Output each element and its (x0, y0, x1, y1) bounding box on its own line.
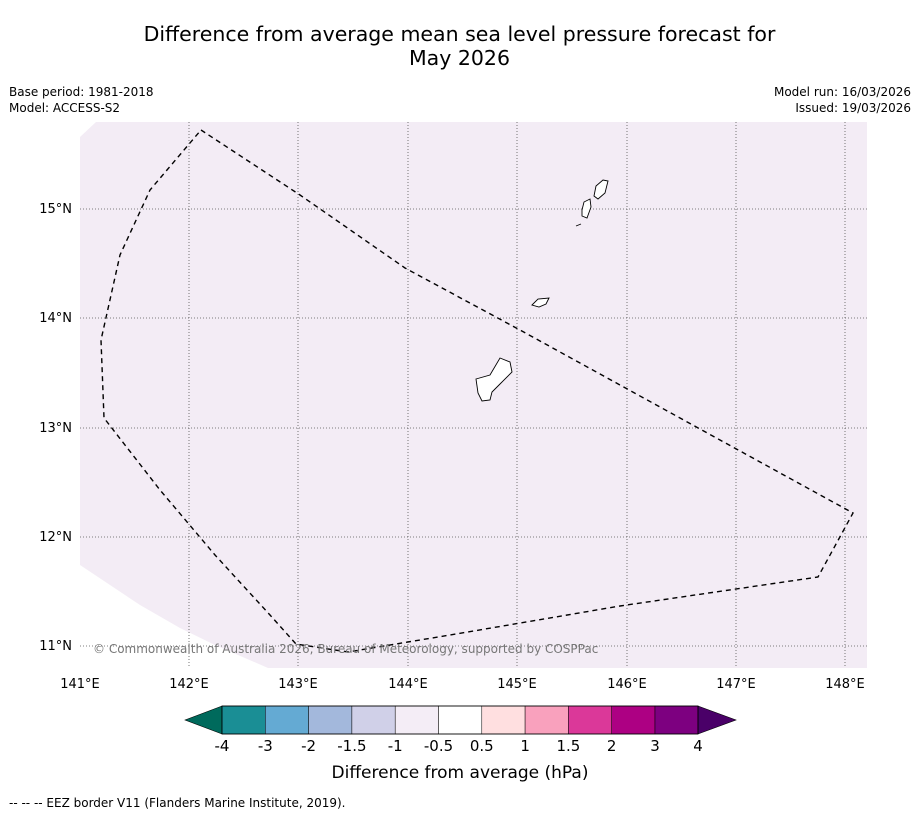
lat-label-12n: 12°N (39, 530, 72, 545)
lat-label-14n: 14°N (39, 311, 72, 326)
copyright-text: © Commonwealth of Australia 2026, Bureau… (93, 642, 598, 656)
colorbar-tick-6: -0.5 (424, 737, 453, 755)
footer-note: -- -- -- EEZ border V11 (Flanders Marine… (9, 796, 346, 810)
colorbar-swatch-8 (524, 705, 569, 735)
island-rota (531, 297, 550, 308)
gridlines (80, 122, 867, 668)
colorbar-swatch-1 (221, 705, 266, 735)
colorbar-tick-10: 2 (607, 737, 617, 755)
title-line-2: May 2026 (408, 46, 511, 70)
colorbar-left-arrow (184, 705, 223, 735)
colorbar-outline (221, 705, 699, 735)
colorbar-swatch-6 (438, 705, 483, 735)
colorbar-tick-4: -1.5 (337, 737, 366, 755)
colorbar-tick-3: -2 (301, 737, 316, 755)
base-period: Base period: 1981-2018 (9, 85, 154, 99)
colorbar-tick-12: 4 (693, 737, 703, 755)
island-saipan (593, 179, 609, 200)
model-run: Model run: 16/03/2026 (773, 85, 911, 99)
lon-label-142e: 142°E (169, 677, 209, 692)
lon-label-141e: 141°E (60, 677, 100, 692)
model-name: Model: ACCESS-S2 (9, 101, 121, 115)
lat-label-15n: 15°N (39, 202, 72, 217)
colorbar-tick-7: 0.5 (470, 737, 494, 755)
eez-border (100, 129, 854, 653)
colorbar-swatch-10 (611, 705, 656, 735)
title-line-1: Difference from average mean sea level p… (143, 22, 776, 46)
lat-label-13n: 13°N (39, 421, 72, 436)
colorbar-tick-1: -4 (215, 737, 230, 755)
colorbar-tick-5: -1 (388, 737, 403, 755)
meta-right: Model run: 16/03/2026 Issued: 19/03/2026 (774, 84, 911, 116)
meta-left: Base period: 1981-2018 Model: ACCESS-S2 (9, 84, 154, 116)
colorbar-swatch-7 (481, 705, 526, 735)
island-tinian (581, 198, 592, 219)
anomaly-fill (80, 122, 867, 668)
colorbar-swatch-3 (308, 705, 353, 735)
colorbar-swatch-9 (568, 705, 612, 735)
colorbar: -4 -3 -2 -1.5 -1 -0.5 0.5 1 1.5 2 3 4 Di… (184, 705, 737, 783)
lon-label-148e: 148°E (825, 677, 865, 692)
colorbar-tick-8: 1 (520, 737, 530, 755)
colorbar-right-arrow (697, 705, 737, 735)
lon-label-144e: 144°E (388, 677, 428, 692)
colorbar-tick-9: 1.5 (556, 737, 580, 755)
issued-date: Issued: 19/03/2026 (795, 101, 911, 115)
island-aguijan (575, 223, 582, 227)
island-guam (475, 357, 513, 402)
islands (475, 179, 609, 402)
axis-labels: 141°E 142°E 143°E 144°E 145°E 146°E 147°… (39, 202, 865, 692)
map-area (80, 122, 867, 668)
colorbar-swatch-5 (394, 705, 439, 735)
lat-label-11n: 11°N (39, 639, 72, 654)
colorbar-swatch-4 (351, 705, 396, 735)
lon-label-143e: 143°E (278, 677, 318, 692)
colorbar-tick-2: -3 (258, 737, 273, 755)
lon-label-147e: 147°E (716, 677, 756, 692)
lon-label-146e: 146°E (607, 677, 647, 692)
colorbar-swatch-11 (654, 705, 699, 735)
colorbar-label: Difference from average (hPa) (332, 763, 589, 783)
chart-title: Difference from average mean sea level p… (0, 22, 919, 70)
colorbar-tick-11: 3 (650, 737, 660, 755)
colorbar-swatch-2 (265, 705, 309, 735)
lon-label-145e: 145°E (497, 677, 537, 692)
